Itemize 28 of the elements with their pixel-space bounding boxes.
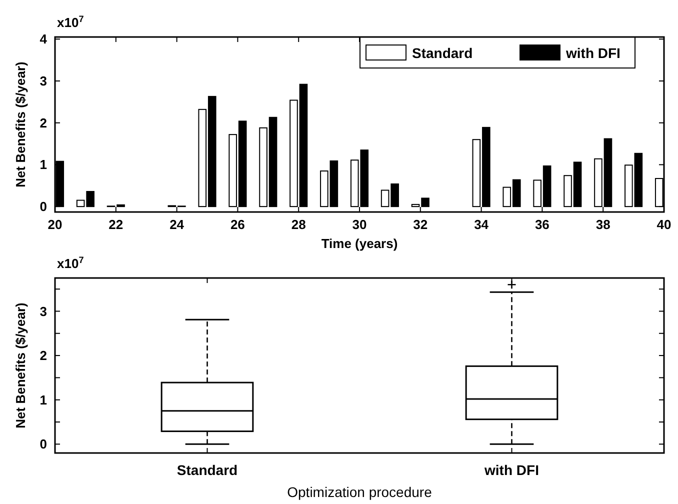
text: x10$^{7}$ — [57, 14, 84, 30]
x-tick-label: 38 — [596, 217, 610, 232]
y-tick-label: 1 — [40, 157, 47, 172]
x-axis-title: Optimization procedure — [287, 484, 432, 500]
x-tick-label: 32 — [413, 217, 428, 232]
y-tick-label: 0 — [40, 199, 47, 214]
y-axis-title: Net Benefits ($/year) — [13, 302, 28, 428]
y-tick-label: 4 — [40, 32, 48, 47]
legend-label: Standard — [412, 44, 473, 61]
y-tick-label: 3 — [40, 74, 47, 89]
y-tick-label: 2 — [40, 348, 47, 364]
x-tick-label: 30 — [352, 217, 367, 232]
legend-label: with DFI — [565, 44, 620, 61]
x-tick-label: 36 — [534, 217, 550, 232]
y-tick-label: 0 — [40, 436, 47, 452]
y-tick-label: 2 — [40, 115, 47, 130]
x-tick-label: 34 — [474, 217, 490, 232]
y-tick-label: 3 — [40, 304, 47, 319]
y-axis-title: Net Benefits ($/year) — [13, 62, 28, 188]
y-tick-label: 1 — [40, 392, 47, 408]
text: x10$^{7}$ — [57, 255, 84, 271]
x-tick-label: 26 — [230, 217, 245, 232]
x-axis-title: Time (years) — [321, 236, 398, 251]
x-tick-label: 40 — [656, 217, 672, 232]
x-tick-label: 22 — [108, 217, 124, 232]
x-tick-label: 28 — [291, 217, 306, 232]
x-tick-label: 20 — [48, 217, 62, 232]
x-tick-label: 24 — [170, 217, 185, 232]
